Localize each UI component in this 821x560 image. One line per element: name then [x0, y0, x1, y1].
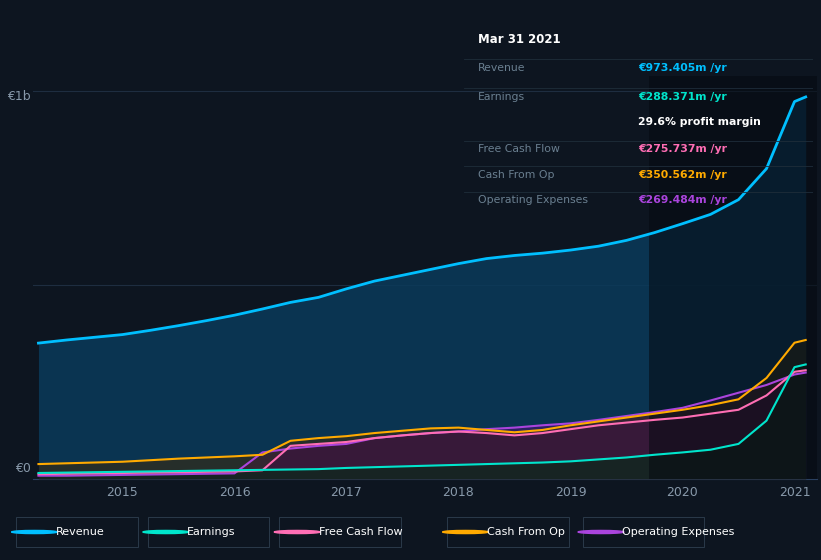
- Text: €350.562m /yr: €350.562m /yr: [639, 170, 727, 180]
- Circle shape: [11, 530, 57, 534]
- Text: 29.6% profit margin: 29.6% profit margin: [639, 117, 761, 127]
- Text: Earnings: Earnings: [478, 92, 525, 102]
- Circle shape: [143, 530, 189, 534]
- Text: Free Cash Flow: Free Cash Flow: [319, 527, 402, 537]
- Text: Revenue: Revenue: [56, 527, 104, 537]
- Text: Free Cash Flow: Free Cash Flow: [478, 144, 560, 155]
- Circle shape: [274, 530, 320, 534]
- Text: Earnings: Earnings: [187, 527, 236, 537]
- Text: Operating Expenses: Operating Expenses: [622, 527, 735, 537]
- Text: €973.405m /yr: €973.405m /yr: [639, 63, 727, 73]
- Circle shape: [578, 530, 624, 534]
- Text: €288.371m /yr: €288.371m /yr: [639, 92, 727, 102]
- Circle shape: [443, 530, 488, 534]
- Text: €275.737m /yr: €275.737m /yr: [639, 144, 727, 155]
- Text: Cash From Op: Cash From Op: [487, 527, 565, 537]
- Text: Operating Expenses: Operating Expenses: [478, 195, 588, 206]
- Text: €1b: €1b: [7, 90, 30, 102]
- Text: Mar 31 2021: Mar 31 2021: [478, 34, 561, 46]
- Text: Cash From Op: Cash From Op: [478, 170, 554, 180]
- Text: €0: €0: [15, 462, 30, 475]
- Text: €269.484m /yr: €269.484m /yr: [639, 195, 727, 206]
- Bar: [649, 76, 817, 479]
- Text: Revenue: Revenue: [478, 63, 525, 73]
